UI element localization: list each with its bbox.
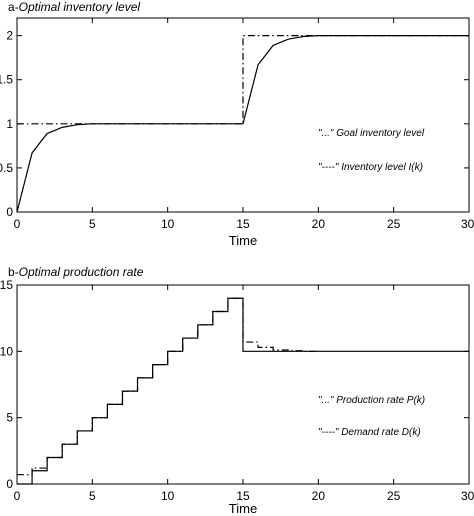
chart-a-xtick-label: 25 <box>387 217 401 231</box>
chart-a-title: a-Optimal inventory level <box>8 0 140 14</box>
chart-a-xtick-label: 5 <box>89 217 96 231</box>
chart-a-xlabel: Time <box>229 233 257 248</box>
chart-b-xtick-label: 25 <box>387 489 401 503</box>
chart-b-ytick-label: 10 <box>0 344 13 358</box>
chart-b-legend-demand: "----" Demand rate D(k) <box>318 427 421 438</box>
chart-a-ytick-label: 0.5 <box>0 161 13 175</box>
chart-b-series-solid-line <box>17 297 469 485</box>
chart-a-xtick-label: 0 <box>14 217 21 231</box>
chart-a-xtick-label: 10 <box>161 217 175 231</box>
chart-b-xtick-label: 30 <box>461 489 474 503</box>
chart-b-ytick-label: 15 <box>0 278 13 292</box>
chart-a-legend-goal: "..." Goal inventory level <box>318 128 425 139</box>
chart-b-xtick-label: 10 <box>161 489 175 503</box>
chart-a-series-dashdot-line <box>17 35 469 125</box>
chart-b-xtick-label: 20 <box>312 489 326 503</box>
chart-b-xlabel: Time <box>229 501 257 516</box>
chart-b-xtick-label: 15 <box>236 489 250 503</box>
chart-b-legend-production: "..." Production rate P(k) <box>318 395 425 406</box>
chart-b-ytick-label: 0 <box>6 477 13 491</box>
chart-a-ytick-label: 0 <box>6 205 13 219</box>
chart-b-title: b-Optimal production rate <box>8 265 144 279</box>
chart-a-ytick-label: 1.5 <box>0 73 13 87</box>
chart-b-xtick-label: 5 <box>89 489 96 503</box>
chart-a-legend-inventory: "----" Inventory level I(k) <box>318 162 423 173</box>
chart-a-xtick-label: 30 <box>461 217 474 231</box>
chart-b-ytick-label: 5 <box>6 411 13 425</box>
chart-a-ytick-label: 2 <box>6 29 13 43</box>
chart-a-ytick-label: 1 <box>6 117 13 131</box>
chart-a-xtick-label: 20 <box>312 217 326 231</box>
chart-a-series-solid-line <box>16 35 469 213</box>
chart-a: a-Optimal inventory level 0 0.5 1 1.5 2 0 5 10… <box>0 0 474 248</box>
chart-b: b-Optimal production rate 0 5 10 15 0 5 10 15 2… <box>0 265 474 516</box>
chart-b-xtick-label: 0 <box>14 489 21 503</box>
chart-a-xtick-label: 15 <box>236 217 250 231</box>
